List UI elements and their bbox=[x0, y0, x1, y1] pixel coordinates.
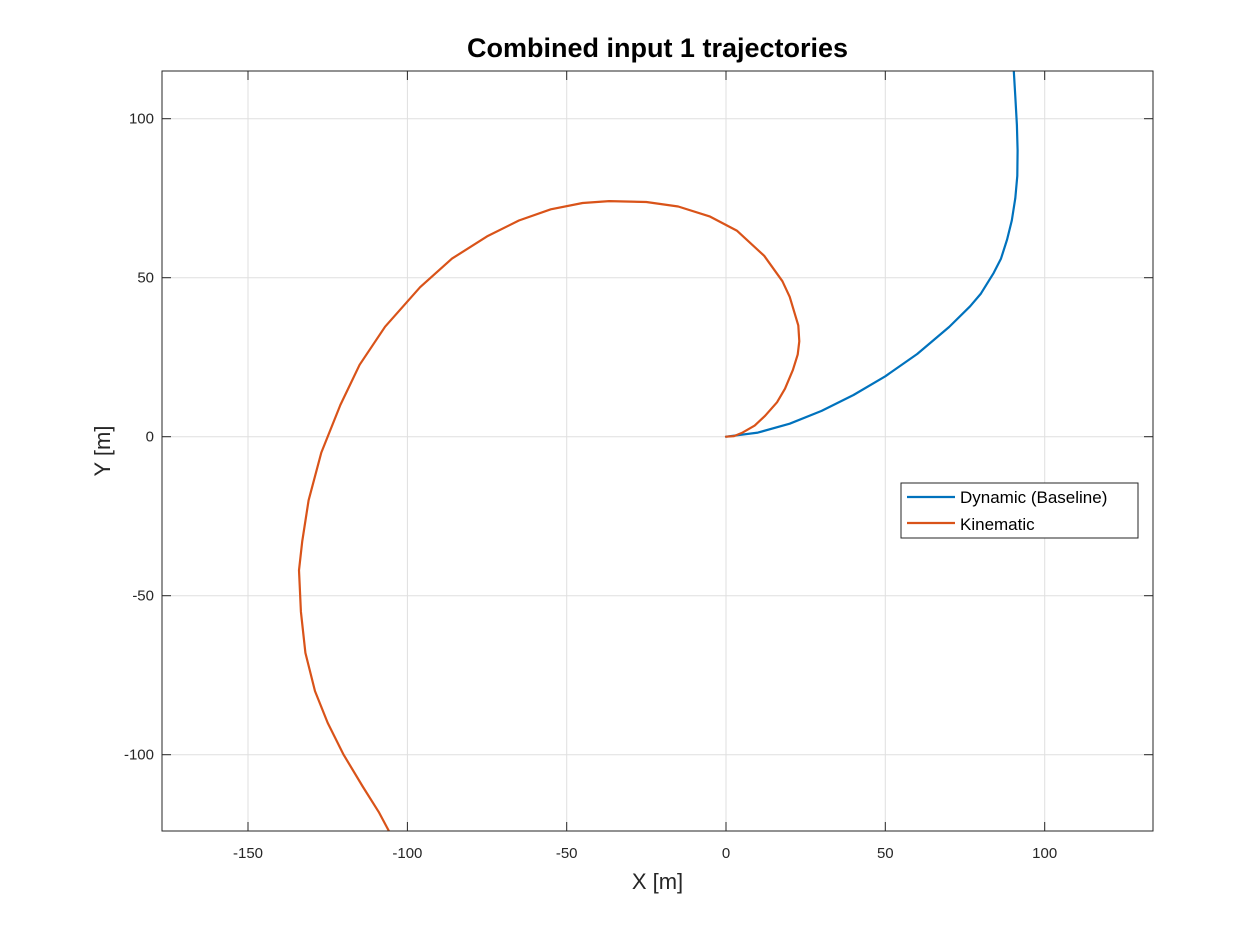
y-tick-label: -50 bbox=[132, 588, 154, 605]
y-tick-label: 50 bbox=[137, 270, 154, 287]
x-tick-label: -150 bbox=[233, 845, 263, 862]
x-tick-label: 100 bbox=[1032, 845, 1057, 862]
y-tick-label: 100 bbox=[129, 111, 154, 128]
series-line-kinematic bbox=[297, 200, 801, 831]
legend-box bbox=[900, 482, 1139, 539]
legend-label-dynamic: Dynamic (Baseline) bbox=[960, 488, 1107, 507]
y-axis-label: Y [m] bbox=[90, 426, 115, 477]
chart-title: Combined input 1 trajectories bbox=[467, 33, 848, 63]
axes-box bbox=[161, 70, 1154, 832]
x-axis-label: X [m] bbox=[632, 869, 683, 894]
y-tick-label: -100 bbox=[124, 747, 154, 764]
x-tick-label: -100 bbox=[392, 845, 422, 862]
legend: Dynamic (Baseline) Kinematic bbox=[900, 482, 1139, 539]
x-tick-label: 50 bbox=[877, 845, 894, 862]
x-tick-label: -50 bbox=[556, 845, 578, 862]
x-tick-label: 0 bbox=[722, 845, 730, 862]
grid bbox=[162, 71, 1153, 831]
legend-label-kinematic: Kinematic bbox=[960, 515, 1035, 534]
series-line-dynamic bbox=[724, 71, 1019, 438]
ticks: -150 -100 -50 0 50 100 -100 -50 0 50 100 bbox=[124, 71, 1153, 862]
series-group bbox=[297, 71, 1019, 831]
y-tick-label: 0 bbox=[146, 429, 154, 446]
